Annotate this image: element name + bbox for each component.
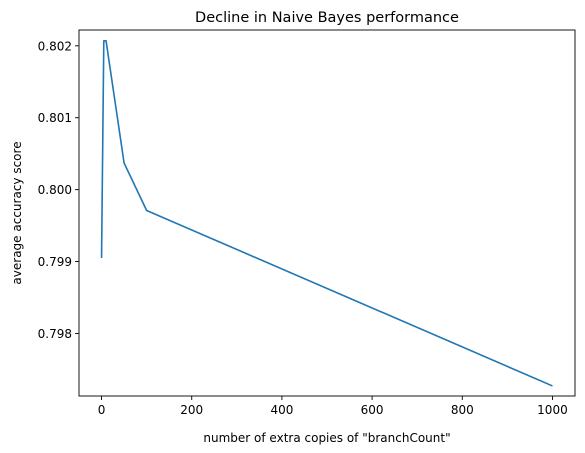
x-tick-label: 400 [270,403,293,417]
chart-title: Decline in Naive Bayes performance [195,10,459,26]
plot-area [100,39,553,387]
x-axis-label: number of extra copies of "branchCount" [203,431,450,445]
x-tick-label: 800 [451,403,474,417]
y-tick-label: 0.802 [38,39,72,53]
x-tick-label: 200 [180,403,203,417]
x-tick-label: 600 [361,403,384,417]
x-tick-label: 1000 [537,403,568,417]
x-tick-label: 0 [98,403,106,417]
series-line [100,39,553,387]
y-axis: 0.798 0.799 0.800 0.801 0.802 [38,39,79,341]
y-tick-label: 0.800 [38,183,72,197]
y-axis-label: average accuracy score [10,141,24,284]
y-tick-label: 0.799 [38,255,72,269]
y-tick-label: 0.798 [38,327,72,341]
plot-frame [78,29,576,397]
x-axis: 0 200 400 600 800 1000 [98,396,568,417]
y-tick-label: 0.801 [38,111,72,125]
